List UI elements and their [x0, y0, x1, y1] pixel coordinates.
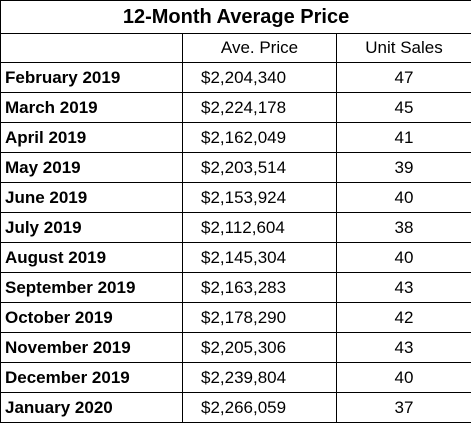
ave-price-cell: $2,178,290	[183, 303, 337, 333]
table-title: 12-Month Average Price	[1, 1, 471, 34]
month-cell: August 2019	[1, 243, 183, 273]
ave-price-cell: $2,204,340	[183, 63, 337, 93]
unit-sales-cell: 40	[337, 243, 471, 273]
unit-sales-cell: 43	[337, 273, 471, 303]
month-cell: September 2019	[1, 273, 183, 303]
ave-price-cell: $2,163,283	[183, 273, 337, 303]
month-cell: May 2019	[1, 153, 183, 183]
month-cell: February 2019	[1, 63, 183, 93]
unit-sales-column-header: Unit Sales	[337, 34, 471, 63]
unit-sales-cell: 38	[337, 213, 471, 243]
ave-price-cell: $2,266,059	[183, 393, 337, 423]
month-cell: July 2019	[1, 213, 183, 243]
month-cell: November 2019	[1, 333, 183, 363]
ave-price-cell: $2,162,049	[183, 123, 337, 153]
month-cell: April 2019	[1, 123, 183, 153]
unit-sales-cell: 40	[337, 363, 471, 393]
month-cell: March 2019	[1, 93, 183, 123]
unit-sales-cell: 42	[337, 303, 471, 333]
unit-sales-cell: 39	[337, 153, 471, 183]
unit-sales-cell: 40	[337, 183, 471, 213]
unit-sales-cell: 41	[337, 123, 471, 153]
ave-price-cell: $2,153,924	[183, 183, 337, 213]
ave-price-cell: $2,112,604	[183, 213, 337, 243]
month-cell: October 2019	[1, 303, 183, 333]
ave-price-cell: $2,205,306	[183, 333, 337, 363]
header-row: Ave. Price Unit Sales	[1, 34, 471, 63]
month-cell: January 2020	[1, 393, 183, 423]
month-cell: June 2019	[1, 183, 183, 213]
ave-price-cell: $2,239,804	[183, 363, 337, 393]
ave-price-cell: $2,224,178	[183, 93, 337, 123]
ave-price-cell: $2,203,514	[183, 153, 337, 183]
unit-sales-cell: 37	[337, 393, 471, 423]
unit-sales-cell: 43	[337, 333, 471, 363]
unit-sales-cell: 47	[337, 63, 471, 93]
ave-price-column-header: Ave. Price	[183, 34, 337, 63]
month-column-header	[1, 34, 183, 63]
unit-sales-cell: 45	[337, 93, 471, 123]
ave-price-cell: $2,145,304	[183, 243, 337, 273]
title-row: 12-Month Average Price	[1, 1, 471, 34]
month-cell: December 2019	[1, 363, 183, 393]
